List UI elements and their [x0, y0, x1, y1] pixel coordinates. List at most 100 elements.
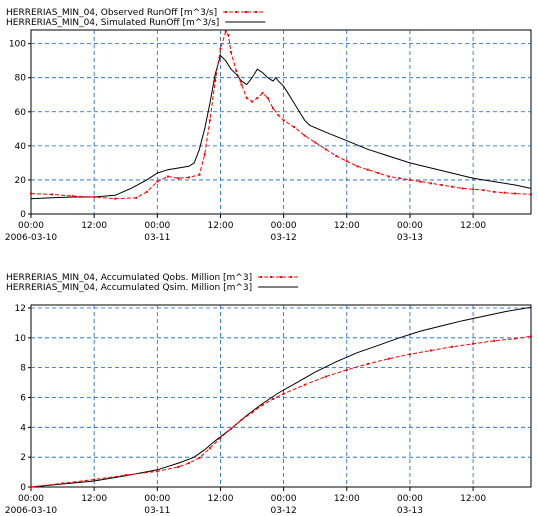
- data-point: [156, 180, 159, 183]
- data-point: [30, 192, 32, 195]
- data-point: [261, 403, 264, 406]
- x-tick-time-label: 12:00: [334, 221, 360, 231]
- data-point: [430, 349, 432, 352]
- data-point: [208, 447, 211, 450]
- data-point: [314, 141, 317, 144]
- data-point: [272, 107, 275, 110]
- data-point: [256, 97, 259, 100]
- data-point: [198, 173, 201, 176]
- data-point: [387, 357, 390, 360]
- data-point: [240, 83, 243, 86]
- x-tick-date-label: 03-12: [271, 233, 297, 243]
- data-point: [514, 192, 517, 195]
- x-tick-time-label: 00:00: [18, 494, 44, 504]
- data-point: [530, 335, 532, 338]
- series-line: [30, 306, 532, 488]
- x-tick-time-label: 12:00: [208, 221, 234, 231]
- data-point: [266, 97, 269, 100]
- data-point: [230, 427, 232, 430]
- x-tick-time-label: 12:00: [208, 494, 234, 504]
- data-point: [187, 176, 190, 179]
- data-point: [482, 189, 485, 192]
- data-point: [156, 470, 159, 473]
- legend-marker: [290, 276, 293, 278]
- series-line: [30, 335, 532, 488]
- data-point: [187, 462, 190, 465]
- data-point: [282, 119, 285, 122]
- data-point: [219, 47, 222, 50]
- data-point: [214, 80, 217, 83]
- x-tick-date-label: 03-12: [271, 506, 297, 516]
- data-point: [303, 134, 306, 137]
- y-tick-label: 80: [15, 74, 27, 84]
- runoff-chart: HERRERIAS_MIN_04, Observed RunOff [m^3/s…: [5, 8, 532, 243]
- x-tick-time-label: 00:00: [397, 494, 423, 504]
- data-point: [493, 190, 496, 193]
- y-tick-label: 60: [15, 108, 27, 118]
- data-point: [245, 97, 248, 100]
- data-point: [177, 465, 180, 468]
- data-point: [227, 34, 230, 37]
- data-point: [145, 190, 148, 193]
- x-tick-time-label: 00:00: [18, 221, 44, 231]
- data-point: [451, 185, 454, 188]
- data-point: [514, 337, 517, 340]
- legend-label: HERRERIAS_MIN_04, Accumulated Qsim. Mill…: [6, 283, 252, 293]
- x-tick-date-label: 03-11: [144, 233, 170, 243]
- y-tick-label: 0: [20, 210, 26, 220]
- y-tick-label: 10: [15, 334, 27, 344]
- data-point: [356, 165, 359, 168]
- data-point: [251, 411, 254, 414]
- data-point: [324, 148, 327, 151]
- data-point: [377, 172, 380, 175]
- data-point: [451, 345, 454, 348]
- data-point: [303, 383, 306, 386]
- x-tick-date-label: 03-13: [397, 233, 423, 243]
- x-tick-date-label: 03-13: [397, 506, 423, 516]
- x-tick-time-label: 12:00: [460, 221, 486, 231]
- plot-area: [30, 304, 532, 488]
- data-point: [203, 153, 206, 156]
- x-tick-date-label: 2006-03-10: [5, 506, 58, 516]
- legend-marker: [245, 11, 248, 13]
- data-point: [419, 180, 422, 183]
- x-tick-time-label: 12:00: [460, 494, 486, 504]
- data-point: [198, 456, 201, 459]
- data-point: [219, 436, 222, 439]
- x-tick-time-label: 00:00: [271, 494, 297, 504]
- data-point: [251, 100, 254, 103]
- data-point: [166, 175, 169, 178]
- data-point: [530, 193, 532, 196]
- data-point: [208, 119, 211, 122]
- data-point: [61, 482, 64, 485]
- legend-label: HERRERIAS_MIN_04, Accumulated Qobs. Mill…: [6, 273, 252, 283]
- data-point: [345, 368, 348, 371]
- legend-marker: [280, 276, 283, 278]
- data-point: [93, 195, 96, 198]
- y-tick-label: 8: [20, 364, 26, 374]
- data-point: [30, 486, 32, 488]
- data-point: [93, 478, 96, 481]
- y-tick-label: 2: [20, 453, 26, 463]
- x-tick-time-label: 12:00: [334, 494, 360, 504]
- data-point: [135, 196, 138, 199]
- x-tick-time-label: 00:00: [271, 221, 297, 231]
- plot-area: [30, 29, 532, 215]
- data-point: [408, 178, 411, 181]
- x-tick-date-label: 2006-03-10: [5, 233, 58, 243]
- data-point: [230, 51, 232, 54]
- data-point: [345, 160, 348, 163]
- data-point: [503, 191, 506, 194]
- data-point: [272, 397, 275, 400]
- y-tick-label: 12: [15, 304, 26, 314]
- data-point: [293, 126, 296, 129]
- data-point: [366, 362, 369, 365]
- data-point: [472, 188, 475, 191]
- data-point: [430, 182, 432, 185]
- legend-marker: [255, 11, 258, 13]
- data-point: [114, 197, 117, 200]
- y-tick-label: 40: [15, 142, 27, 152]
- legend-label: HERRERIAS_MIN_04, Observed RunOff [m^3/s…: [6, 8, 217, 18]
- data-point: [124, 474, 127, 477]
- y-tick-label: 4: [20, 423, 26, 433]
